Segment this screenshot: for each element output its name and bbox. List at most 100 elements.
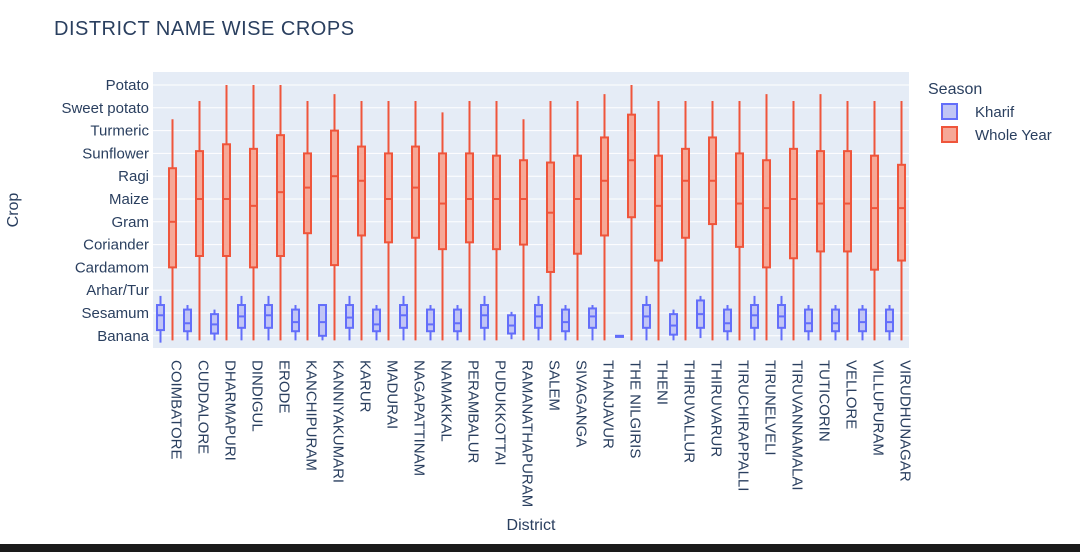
x-tick-tirunelveli: TIRUNELVELI — [762, 360, 779, 456]
box-kharif-tiruchirappalli[interactable] — [723, 305, 732, 341]
box-kharif-coimbatore[interactable] — [156, 295, 165, 343]
box-kharif-cuddalore[interactable] — [183, 305, 192, 341]
x-tick-kanniyakumari: KANNIYAKUMARI — [330, 360, 347, 483]
box-whole-year-tuticorin[interactable] — [816, 94, 825, 341]
box-kharif-namakkal[interactable] — [426, 305, 435, 341]
box-body — [843, 150, 852, 253]
box-body — [303, 152, 312, 235]
box-whole-year-karur[interactable] — [357, 100, 366, 341]
box-whole-year-kanniyakumari[interactable] — [330, 94, 339, 341]
box-whole-year-kanchipuram[interactable] — [303, 100, 312, 341]
box-body — [762, 159, 771, 269]
box-kharif-thiruvallur[interactable] — [669, 309, 678, 341]
box-body — [426, 308, 435, 333]
x-tick-the-nilgiris: THE NILGIRIS — [627, 360, 644, 458]
box-body — [519, 159, 528, 246]
y-tick-turmeric: Turmeric — [90, 123, 149, 140]
box-whole-year-salem[interactable] — [546, 100, 555, 341]
box-kharif-sivaganga[interactable] — [561, 305, 570, 341]
box-whole-year-tiruchirappalli[interactable] — [735, 100, 744, 341]
box-whole-year-thanjavur[interactable] — [600, 94, 609, 341]
box-whole-year-dharmapuri[interactable] — [222, 85, 231, 341]
x-tick-dharmapuri: DHARMAPURI — [222, 360, 239, 461]
box-whole-year-thiruvarur[interactable] — [708, 100, 717, 341]
box-body — [588, 307, 597, 329]
x-tick-namakkal: NAMAKKAL — [438, 360, 455, 442]
box-whole-year-virudhunagar[interactable] — [897, 100, 906, 341]
box-kharif-thanjavur[interactable] — [588, 305, 597, 341]
box-whole-year-coimbatore[interactable] — [168, 119, 177, 341]
box-whole-year-theni[interactable] — [654, 100, 663, 341]
box-whole-year-nagapattinam[interactable] — [411, 100, 420, 341]
box-whole-year-tiruvannamalai[interactable] — [789, 100, 798, 341]
x-tick-tiruchirappalli: TIRUCHIRAPPALLI — [735, 360, 752, 491]
box-kharif-nagapattinam[interactable] — [399, 295, 408, 341]
legend-swatch-kharif — [941, 103, 958, 120]
x-tick-nagapattinam: NAGAPATTINAM — [411, 360, 428, 476]
box-kharif-kanniyakumari[interactable] — [318, 304, 327, 341]
box-kharif-vellore[interactable] — [831, 305, 840, 341]
box-kharif-karur[interactable] — [345, 295, 354, 341]
box-kharif-salem[interactable] — [534, 295, 543, 341]
box-body — [195, 150, 204, 257]
box-kharif-tiruvannamalai[interactable] — [777, 295, 786, 341]
box-kharif-dharmapuri[interactable] — [210, 309, 219, 341]
box-kharif-tirunelveli[interactable] — [750, 295, 759, 341]
x-tick-salem: SALEM — [546, 360, 563, 411]
box-body — [264, 304, 273, 329]
y-tick-maize: Maize — [109, 191, 149, 208]
x-tick-tuticorin: TUTICORIN — [816, 360, 833, 442]
box-kharif-virudhunagar[interactable] — [885, 305, 894, 341]
box-kharif-theni[interactable] — [642, 295, 651, 341]
box-kharif-madurai[interactable] — [372, 305, 381, 341]
box-body — [156, 304, 165, 332]
box-whole-year-the-nilgiris[interactable] — [627, 85, 636, 341]
x-tick-thanjavur: THANJAVUR — [600, 360, 617, 449]
box-body — [750, 304, 759, 329]
x-tick-tiruvannamalai: TIRUVANNAMALAI — [789, 360, 806, 491]
box-whole-year-ramanathapuram[interactable] — [519, 119, 528, 341]
box-whole-year-sivaganga[interactable] — [573, 100, 582, 341]
box-kharif-thiruvarur[interactable] — [696, 295, 705, 339]
box-whole-year-namakkal[interactable] — [438, 112, 447, 341]
box-body — [885, 308, 894, 333]
box-body — [897, 163, 906, 262]
box-whole-year-thiruvallur[interactable] — [681, 100, 690, 341]
box-body — [168, 167, 177, 269]
y-axis-title: Crop — [5, 193, 22, 228]
y-tick-banana: Banana — [97, 328, 149, 345]
x-tick-kanchipuram: KANCHIPURAM — [303, 360, 320, 471]
box-whole-year-villupuram[interactable] — [870, 100, 879, 341]
x-tick-thiruvallur: THIRUVALLUR — [681, 360, 698, 463]
box-kharif-dindigul[interactable] — [237, 295, 246, 341]
box-whole-year-vellore[interactable] — [843, 100, 852, 341]
y-tick-sweet-potato: Sweet potato — [61, 100, 149, 117]
box-body — [870, 154, 879, 271]
box-whole-year-erode[interactable] — [276, 85, 285, 341]
box-kharif-pudukkottai[interactable] — [480, 295, 489, 341]
x-axis-title: District — [507, 517, 556, 534]
box-kharif-villupuram[interactable] — [858, 305, 867, 341]
box-body — [438, 152, 447, 251]
box-kharif-perambalur[interactable] — [453, 305, 462, 341]
box-kharif-kanchipuram[interactable] — [291, 305, 300, 341]
box-whole-year-perambalur[interactable] — [465, 100, 474, 341]
legend-item-kharif[interactable]: Kharif — [941, 103, 1015, 121]
box-kharif-erode[interactable] — [264, 295, 273, 341]
box-whole-year-tirunelveli[interactable] — [762, 94, 771, 341]
box-kharif-the-nilgiris[interactable] — [615, 334, 624, 338]
box-kharif-ramanathapuram[interactable] — [507, 311, 516, 340]
legend-item-whole-year[interactable]: Whole Year — [941, 126, 1052, 144]
box-whole-year-madurai[interactable] — [384, 100, 393, 341]
box-whole-year-pudukkottai[interactable] — [492, 100, 501, 341]
bottom-edge-bar — [0, 544, 1080, 552]
box-whole-year-dindigul[interactable] — [249, 85, 258, 341]
y-tick-coriander: Coriander — [83, 237, 149, 254]
box-body — [492, 154, 501, 251]
x-tick-dindigul: DINDIGUL — [249, 360, 266, 432]
box-body — [357, 145, 366, 237]
y-tick-gram: Gram — [112, 214, 150, 231]
box-kharif-tuticorin[interactable] — [804, 305, 813, 341]
box-whole-year-cuddalore[interactable] — [195, 100, 204, 341]
